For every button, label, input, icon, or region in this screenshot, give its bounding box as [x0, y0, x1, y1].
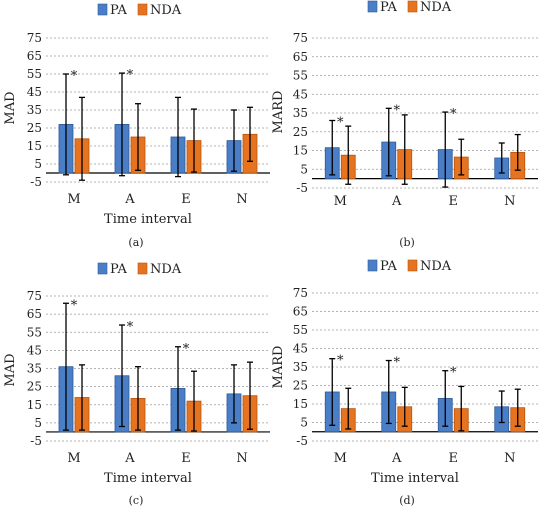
legend-swatch-nda — [137, 262, 148, 275]
x-category-label: N — [504, 451, 515, 466]
y-tick-label: 25 — [293, 379, 308, 393]
y-tick-label: 75 — [293, 286, 308, 300]
x-axis-title: Time interval — [371, 471, 459, 486]
chart-panel-c: -5 5 15 25 35 45 55 65 75 MAD * M * A * E N Time interval… — [3, 262, 270, 507]
y-tick-label: 15 — [293, 144, 308, 158]
significance-star: * — [450, 107, 457, 122]
y-axis-title: MARD — [271, 346, 286, 389]
significance-star: * — [127, 68, 134, 83]
y-tick-label: 35 — [27, 362, 42, 376]
panel-caption: (d) — [399, 494, 415, 507]
y-tick-label: 65 — [293, 50, 308, 64]
y-tick-label: 15 — [293, 397, 308, 411]
x-category-label: A — [391, 194, 402, 209]
x-axis-title: Time interval — [104, 471, 192, 486]
y-tick-label: 55 — [293, 323, 308, 337]
x-axis-title: Time interval — [104, 212, 192, 227]
y-tick-label: 65 — [27, 307, 42, 321]
y-tick-label: 35 — [293, 106, 308, 120]
legend-label-pa: PA — [110, 262, 128, 277]
y-tick-label: 65 — [27, 49, 42, 63]
x-category-label: E — [181, 192, 191, 207]
legend-label-nda: NDA — [150, 262, 182, 277]
chart-panel-b: -5 5 15 25 35 45 55 65 75 MARD * M * A * E N PA NDA (b) — [271, 0, 538, 249]
y-tick-label: 5 — [300, 416, 308, 430]
y-tick-label: 55 — [27, 325, 42, 339]
legend-label-pa: PA — [380, 0, 398, 15]
panel-caption: (a) — [128, 236, 143, 249]
legend-swatch-pa — [97, 262, 108, 275]
significance-star: * — [71, 298, 78, 313]
legend-swatch-pa — [367, 259, 378, 272]
legend-label-pa: PA — [380, 259, 398, 274]
x-category-label: N — [236, 451, 247, 466]
y-tick-label: -5 — [296, 181, 308, 195]
x-category-label: A — [124, 192, 135, 207]
y-tick-label: 75 — [27, 31, 42, 45]
legend-swatch-nda — [407, 0, 418, 13]
x-category-label: E — [181, 451, 191, 466]
significance-star: * — [337, 354, 344, 369]
y-tick-label: 75 — [293, 31, 308, 45]
legend-swatch-pa — [97, 3, 108, 16]
y-tick-label: -5 — [296, 434, 308, 448]
x-category-label: E — [449, 194, 459, 209]
y-axis-title: MAD — [3, 91, 18, 124]
y-tick-label: -5 — [30, 175, 42, 189]
y-tick-label: 45 — [293, 342, 308, 356]
chart-panel-a: -5 5 15 25 35 45 55 65 75 MAD * M * A E N Time interval P… — [3, 3, 270, 249]
panel-caption: (b) — [399, 236, 415, 249]
y-tick-label: 5 — [34, 416, 42, 430]
x-category-label: E — [449, 451, 459, 466]
y-tick-label: 45 — [27, 85, 42, 99]
y-tick-label: 35 — [293, 360, 308, 374]
significance-star: * — [394, 103, 401, 118]
x-category-label: N — [236, 192, 247, 207]
x-category-label: A — [391, 451, 402, 466]
panel-caption: (c) — [129, 494, 144, 507]
y-tick-label: 35 — [27, 103, 42, 117]
legend-swatch-pa — [367, 0, 378, 13]
x-category-label: M — [334, 451, 347, 466]
y-tick-label: 25 — [27, 121, 42, 135]
y-axis-title: MAD — [3, 353, 18, 386]
legend-label-nda: NDA — [420, 259, 452, 274]
significance-star: * — [337, 116, 344, 131]
legend-swatch-nda — [407, 259, 418, 272]
y-tick-label: 5 — [300, 162, 308, 176]
significance-star: * — [450, 366, 457, 381]
y-tick-label: 65 — [293, 305, 308, 319]
x-category-label: M — [67, 192, 80, 207]
significance-star: * — [183, 342, 190, 357]
y-tick-label: 75 — [27, 289, 42, 303]
y-tick-label: 15 — [27, 398, 42, 412]
y-tick-label: 55 — [27, 67, 42, 81]
x-category-label: N — [504, 194, 515, 209]
significance-star: * — [127, 320, 134, 335]
legend-label-nda: NDA — [150, 3, 182, 18]
legend-swatch-nda — [137, 3, 148, 16]
x-category-label: A — [124, 451, 135, 466]
y-tick-label: 15 — [27, 139, 42, 153]
y-tick-label: 25 — [27, 380, 42, 394]
y-axis-title: MARD — [271, 91, 286, 134]
y-tick-label: 25 — [293, 125, 308, 139]
y-tick-label: 45 — [27, 343, 42, 357]
significance-star: * — [71, 69, 78, 84]
y-tick-label: 45 — [293, 87, 308, 101]
x-category-label: M — [334, 194, 347, 209]
y-tick-label: 55 — [293, 69, 308, 83]
significance-star: * — [394, 356, 401, 371]
legend-label-pa: PA — [110, 3, 128, 18]
y-tick-label: -5 — [30, 434, 42, 448]
y-tick-label: 5 — [34, 157, 42, 171]
legend-label-nda: NDA — [420, 0, 452, 15]
chart-panel-d: -5 5 15 25 35 45 55 65 75 MARD * M * A * E N Time interva… — [271, 259, 538, 507]
x-category-label: M — [67, 451, 80, 466]
